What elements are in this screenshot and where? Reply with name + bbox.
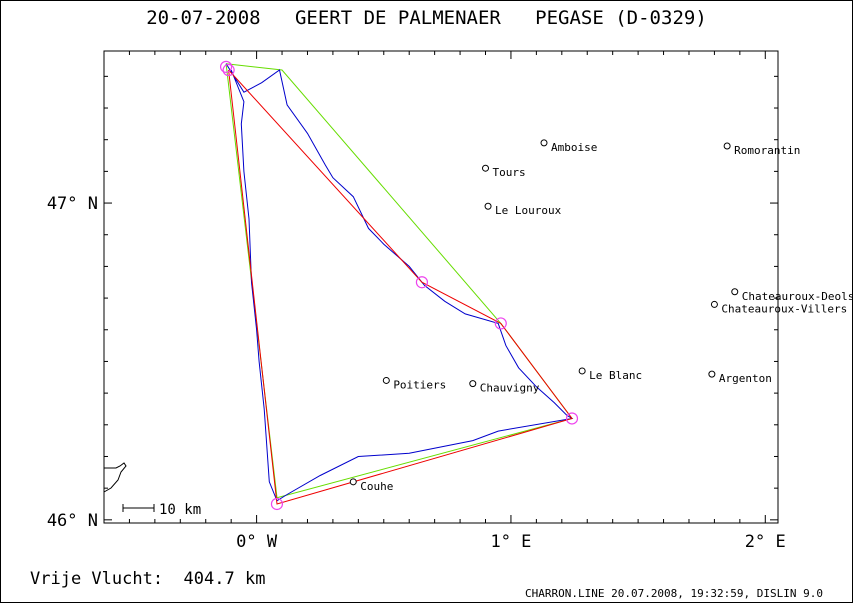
place-label: Amboise — [551, 141, 597, 154]
place-marker: Romorantin — [723, 142, 800, 157]
place-icon — [482, 164, 490, 172]
gps-track — [225, 63, 574, 502]
turnpoint-circle — [494, 317, 507, 330]
turnpoint-circle — [270, 497, 284, 511]
place-label: Chauvigny — [480, 382, 540, 395]
flight-date: 20-07-2008 — [146, 7, 261, 29]
places-layer: Amboise Tours Le Louroux Romorantin Chateaur… — [349, 139, 853, 493]
x-tick-label: 2° E — [745, 532, 786, 552]
axis-ticks — [103, 51, 778, 523]
turnpoint-circle — [415, 276, 429, 289]
place-marker: Chateauroux-Villers — [710, 300, 847, 315]
place-icon — [731, 288, 739, 296]
optimized-line — [228, 69, 573, 505]
place-label: Chateauroux-Deols — [742, 290, 853, 303]
place-icon — [469, 380, 477, 388]
coastline — [103, 462, 127, 493]
chart-title: 20-07-2008 GEERT DE PALMENAER PEGASE (D-… — [0, 7, 853, 29]
place-label: Couhe — [360, 480, 393, 493]
map-frame — [103, 50, 779, 524]
turnpoints-layer — [219, 60, 579, 511]
scale-bar: 10 km — [122, 502, 201, 518]
place-label: Poitiers — [393, 378, 446, 391]
credits: CHARRON.LINE 20.07.2008, 19:32:59, DISLI… — [524, 587, 823, 600]
place-label: Le Louroux — [495, 204, 562, 217]
x-tick-label: 0° W — [236, 532, 278, 552]
place-icon — [723, 142, 731, 150]
place-icon — [708, 370, 716, 378]
place-marker: Argenton — [708, 370, 772, 385]
x-tick-label: 1° E — [490, 532, 531, 552]
distance-readout: Vrije Vlucht: 404.7 km — [30, 569, 265, 589]
axis-labels: 0° W 1° E 2° E 47° N 46° N — [47, 194, 786, 552]
place-marker: Couhe — [349, 478, 393, 493]
pilot-name: GEERT DE PALMENAER — [294, 7, 501, 29]
place-label: Argenton — [719, 372, 772, 385]
place-marker: Tours — [482, 164, 526, 179]
scale-bar-label: 10 km — [159, 502, 201, 518]
place-marker: Le Blanc — [578, 367, 642, 382]
place-label: Romorantin — [734, 144, 800, 157]
place-icon — [349, 478, 357, 486]
place-marker: Chauvigny — [469, 380, 540, 395]
place-icon — [540, 139, 548, 147]
y-tick-label: 46° N — [47, 511, 98, 531]
place-marker: Amboise — [540, 139, 597, 154]
place-marker: Le Louroux — [484, 202, 562, 217]
place-marker: Chateauroux-Deols — [731, 288, 853, 303]
place-marker: Poitiers — [382, 376, 446, 391]
glider-name: PEGASE (D-0329) — [535, 7, 707, 29]
task-line — [225, 63, 573, 499]
place-icon — [578, 367, 586, 375]
place-icon — [484, 202, 492, 210]
place-icon — [382, 376, 390, 384]
place-label: Tours — [493, 166, 526, 179]
flight-lines — [225, 63, 574, 505]
turnpoint-circle — [219, 60, 233, 73]
place-label: Le Blanc — [589, 369, 642, 382]
place-label: Chateauroux-Villers — [721, 302, 847, 315]
place-icon — [710, 300, 718, 308]
y-tick-label: 47° N — [47, 194, 98, 214]
distance-value: 404.7 km — [183, 569, 266, 589]
distance-label: Vrije Vlucht: — [30, 569, 164, 589]
turnpoint-circle — [222, 63, 235, 77]
turnpoint-circle — [565, 412, 579, 425]
